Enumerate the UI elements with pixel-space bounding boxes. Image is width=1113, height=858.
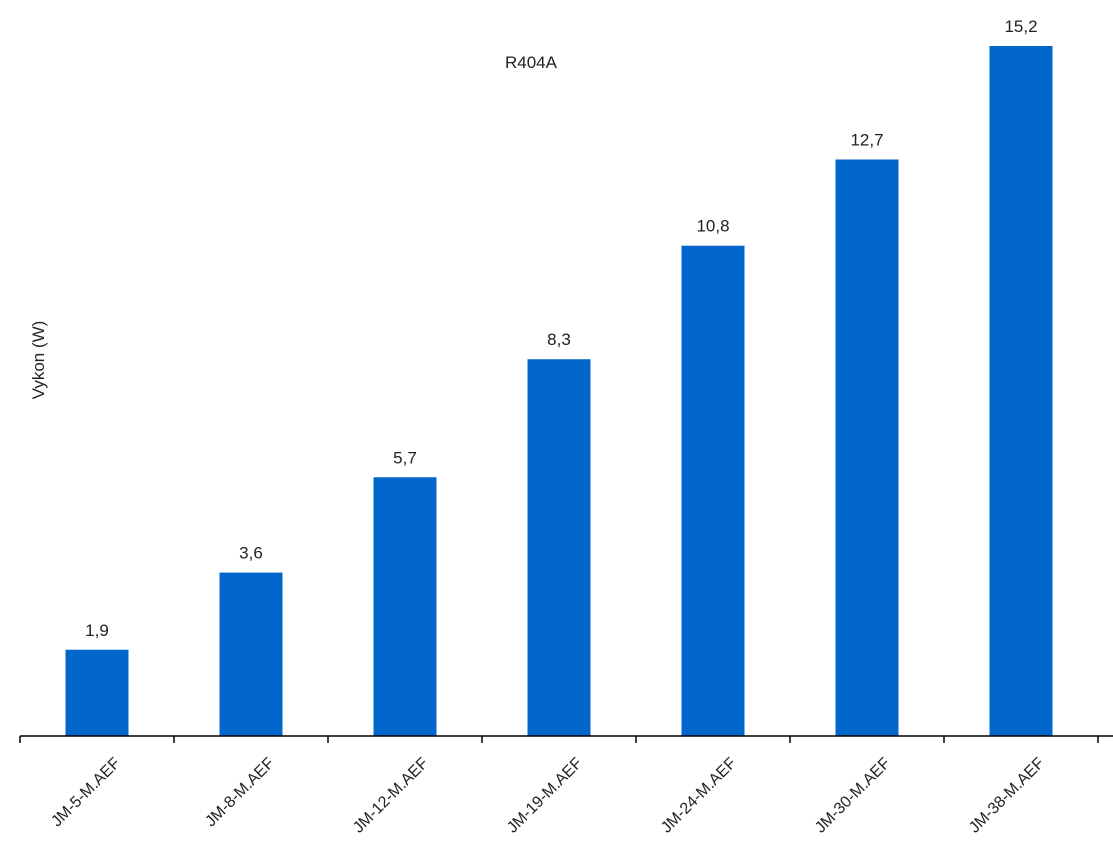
chart-title: R404A (505, 53, 558, 72)
data-label: 5,7 (393, 448, 417, 467)
x-tick-label: JM-12-M.AEF (350, 755, 432, 837)
bar (835, 159, 899, 737)
data-label: 1,9 (85, 621, 109, 640)
x-tick-label: JM-24-M.AEF (658, 755, 740, 837)
data-labels-group: 1,9 3,6 5,7 8,3 10,8 12,7 15,2 (85, 17, 1037, 640)
x-tick-label: JM-19-M.AEF (504, 755, 586, 837)
data-label: 12,7 (850, 130, 883, 149)
bars-group (65, 46, 1053, 737)
bar (373, 477, 437, 736)
bar (219, 572, 283, 736)
data-label: 10,8 (696, 217, 729, 236)
data-label: 15,2 (1004, 17, 1037, 36)
x-tick-labels-group: JM-5-M.AEF JM-8-M.AEF JM-12-M.AEF JM-19-M.A… (48, 755, 1048, 837)
bar (681, 245, 745, 736)
x-tick-label: JM-5-M.AEF (48, 755, 124, 831)
bar (527, 359, 591, 736)
bar (989, 46, 1053, 736)
x-tick-label: JM-38-M.AEF (966, 755, 1048, 837)
y-axis-label: Vykon (W) (29, 321, 48, 400)
data-label: 8,3 (547, 330, 571, 349)
bar (65, 649, 129, 736)
x-ticks-group (19, 736, 1099, 743)
x-tick-label: JM-8-M.AEF (202, 755, 278, 831)
data-label: 3,6 (239, 544, 263, 563)
x-tick-label: JM-30-M.AEF (812, 755, 894, 837)
